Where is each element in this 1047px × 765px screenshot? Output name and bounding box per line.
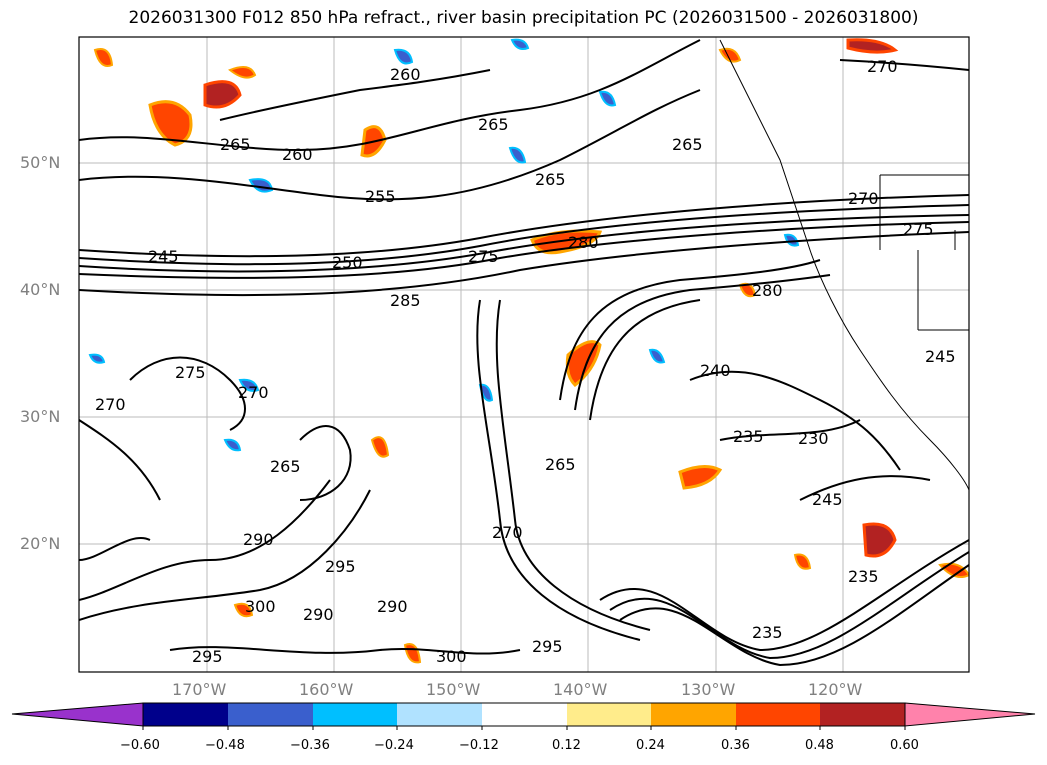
contour-label: 300 — [436, 647, 467, 666]
contour-label: 290 — [303, 605, 334, 624]
colorbar-tick-label: 0.48 — [805, 738, 834, 753]
colorbar-bin — [651, 703, 736, 726]
colorbar-extend-right — [904, 702, 1036, 727]
colorbar-bin — [820, 703, 905, 726]
contour-label: 295 — [325, 557, 356, 576]
contour-label: 245 — [812, 490, 843, 509]
contour-label: 230 — [798, 429, 829, 448]
coastlines — [719, 39, 969, 491]
lat-label-20n: 20°N — [20, 534, 61, 553]
colorbar-bin — [143, 703, 228, 726]
colorbar-tick-label: −0.36 — [290, 738, 330, 753]
contour-label: 245 — [148, 247, 179, 266]
contour-label: 235 — [733, 427, 764, 446]
contour-label: 290 — [243, 530, 274, 549]
contour-label: 250 — [332, 253, 363, 272]
contour-label: 270 — [238, 383, 269, 402]
lat-label-30n: 30°N — [20, 407, 61, 426]
lon-label-150w: 150°W — [426, 680, 481, 699]
colorbar-bin — [397, 703, 482, 726]
contour-label: 290 — [377, 597, 408, 616]
colorbar — [11, 702, 1036, 730]
contour-label: 235 — [752, 623, 783, 642]
colorbar-tick-label: 0.60 — [890, 738, 919, 753]
contour-label-group: 265 260 255 265 245 250 275 280 285 275 … — [95, 57, 956, 666]
colorbar-bin — [482, 703, 567, 726]
contour-label: 300 — [245, 597, 276, 616]
colorbar-tick-label: −0.24 — [374, 738, 414, 753]
contour-label: 265 — [220, 135, 251, 154]
contour-label: 280 — [568, 233, 599, 252]
contour-label: 270 — [867, 57, 898, 76]
contour-label: 255 — [365, 187, 396, 206]
precip-negative-areas — [88, 38, 800, 452]
colorbar-tick-label: 0.12 — [552, 738, 581, 753]
lon-label-130w: 130°W — [681, 680, 736, 699]
contour-label: 285 — [390, 291, 421, 310]
contour-label: 240 — [700, 361, 731, 380]
colorbar-tick-label: 0.36 — [721, 738, 750, 753]
colorbar-tick-label: −0.12 — [459, 738, 499, 753]
contour-label: 270 — [848, 189, 879, 208]
contour-label: 265 — [535, 170, 566, 189]
colorbar-tick-label: 0.24 — [636, 738, 665, 753]
map-frame — [78, 36, 970, 673]
contour-label: 245 — [925, 347, 956, 366]
contour-label: 295 — [192, 647, 223, 666]
contour-label: 270 — [492, 523, 523, 542]
contour-label: 295 — [532, 637, 563, 656]
lon-label-170w: 170°W — [172, 680, 227, 699]
contour-label: 265 — [478, 115, 509, 134]
colorbar-extend-left — [11, 702, 144, 727]
lat-label-40n: 40°N — [20, 280, 61, 299]
contour-label: 265 — [545, 455, 576, 474]
colorbar-bin — [313, 703, 397, 726]
precip-positive-areas — [93, 38, 969, 664]
colorbar-outline — [142, 702, 906, 727]
lat-label-50n: 50°N — [20, 153, 61, 172]
lon-label-160w: 160°W — [299, 680, 354, 699]
colorbar-bin — [567, 703, 651, 726]
contour-label: 260 — [390, 65, 421, 84]
map-title: 2026031300 F012 850 hPa refract., river … — [128, 8, 919, 28]
colorbar-bin — [228, 703, 313, 726]
contour-label: 275 — [468, 247, 499, 266]
lon-label-140w: 140°W — [553, 680, 608, 699]
lon-label-120w: 120°W — [808, 680, 863, 699]
contour-label: 265 — [270, 457, 301, 476]
contour-label: 260 — [282, 145, 313, 164]
contour-label: 235 — [848, 567, 879, 586]
map-frame-bg — [79, 37, 969, 672]
contour-label: 280 — [752, 281, 783, 300]
colorbar-tick-label: −0.60 — [120, 738, 160, 753]
colorbar-bin — [736, 703, 820, 726]
contour-label: 275 — [903, 220, 934, 239]
contour-label: 275 — [175, 363, 206, 382]
contour-label: 270 — [95, 395, 126, 414]
contour-label: 265 — [672, 135, 703, 154]
colorbar-tick-label: −0.48 — [205, 738, 245, 753]
refractivity-contours — [79, 39, 969, 667]
